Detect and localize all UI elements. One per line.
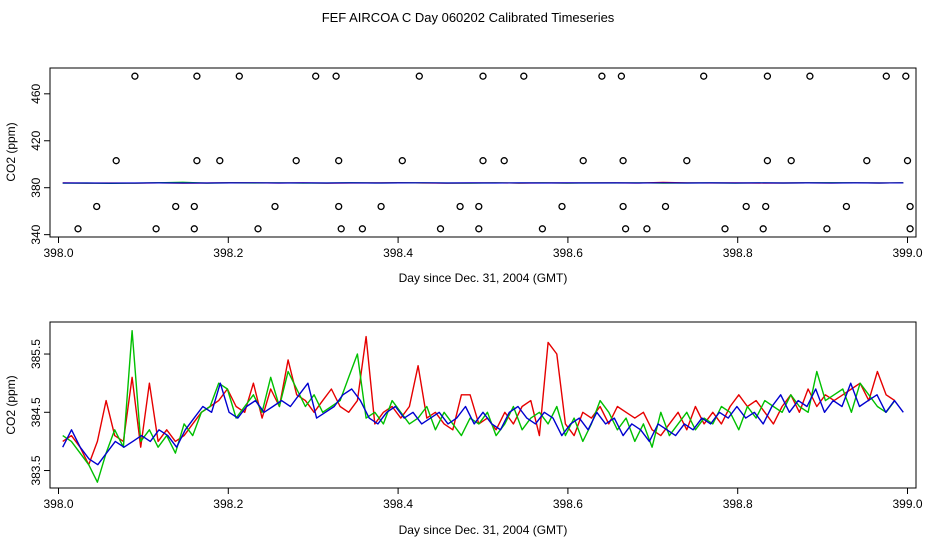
- data-point: [377, 202, 385, 211]
- bottom-x-tick-label: 398.6: [553, 497, 583, 511]
- bottom-x-tick-label: 399.0: [892, 497, 922, 511]
- top-y-tick-label: 380: [29, 177, 43, 197]
- top-y-axis-label: CO2 (ppm): [4, 122, 18, 181]
- data-point: [806, 72, 814, 80]
- data-point: [823, 225, 831, 233]
- bottom-x-tick-label: 398.8: [723, 497, 753, 511]
- data-point: [332, 72, 340, 80]
- data-point: [216, 157, 224, 165]
- data-point: [619, 157, 627, 165]
- bottom-series-group: [62, 330, 904, 483]
- data-point: [436, 225, 445, 233]
- data-point: [193, 72, 201, 80]
- top-y-tick-label: 420: [29, 130, 43, 150]
- data-point: [621, 225, 630, 233]
- data-point: [190, 225, 198, 233]
- data-point: [292, 157, 300, 165]
- top-x-tick-label: 398.2: [213, 246, 243, 260]
- bottom-x-tick-label: 398.4: [383, 497, 413, 511]
- data-point: [335, 157, 343, 165]
- bottom-panel: 398.0 398.2 398.4 398.6 398.8 399.0 383.5 384.…: [4, 321, 923, 537]
- data-point: [479, 72, 487, 80]
- bottom-plot-frame: [49, 321, 917, 489]
- data-point: [787, 157, 795, 165]
- data-point: [683, 157, 691, 165]
- top-points-group: [74, 72, 914, 233]
- chart-title: FEF AIRCOA C Day 060202 Calibrated Times…: [322, 10, 615, 25]
- data-point: [538, 225, 547, 233]
- top-x-tick-label: 398.4: [383, 246, 413, 260]
- data-point: [312, 72, 320, 80]
- top-y-axis: 340 380 420 460: [29, 83, 50, 245]
- bottom-y-axis: 383.5 384.5 385.5: [29, 339, 50, 486]
- bottom-series-line-red: [62, 335, 896, 466]
- data-point: [271, 202, 279, 211]
- data-point: [903, 157, 912, 165]
- data-point: [172, 202, 180, 211]
- top-y-tick-label: 340: [29, 224, 43, 244]
- data-point: [190, 202, 198, 211]
- data-point: [661, 202, 670, 211]
- data-point: [520, 72, 528, 80]
- top-x-tick-label: 398.0: [43, 246, 73, 260]
- data-point: [475, 202, 483, 211]
- data-point: [619, 202, 627, 211]
- data-point: [131, 72, 139, 80]
- data-point: [112, 157, 120, 165]
- data-point: [335, 202, 343, 211]
- data-point: [193, 157, 201, 165]
- top-panel: 398.0 398.2 398.4 398.6 398.8 399.0 340 380 420…: [4, 67, 923, 285]
- data-point: [902, 72, 910, 80]
- data-point: [906, 202, 914, 211]
- bottom-x-tick-label: 398.0: [43, 497, 73, 511]
- data-point: [475, 225, 483, 233]
- top-x-axis: 398.0 398.2 398.4 398.6 398.8 399.0: [43, 237, 923, 260]
- top-x-tick-label: 398.8: [723, 246, 753, 260]
- data-point: [617, 72, 626, 80]
- data-point: [863, 157, 871, 165]
- data-point: [479, 157, 487, 165]
- data-point: [398, 157, 406, 165]
- bottom-y-tick-label: 384.5: [29, 397, 43, 427]
- data-point: [558, 202, 566, 211]
- data-point: [763, 157, 772, 165]
- data-point: [742, 202, 750, 211]
- data-point: [762, 202, 770, 211]
- data-point: [643, 225, 651, 233]
- data-point: [254, 225, 262, 233]
- top-y-tick-label: 460: [29, 83, 43, 103]
- bottom-series-line-blue: [62, 382, 904, 466]
- bottom-x-axis-label: Day since Dec. 31, 2004 (GMT): [399, 523, 568, 537]
- data-point: [93, 202, 101, 211]
- data-point: [700, 72, 708, 80]
- data-point: [358, 225, 367, 233]
- bottom-x-axis: 398.0 398.2 398.4 398.6 398.8 399.0: [43, 488, 923, 511]
- data-point: [579, 157, 587, 165]
- bottom-y-tick-label: 383.5: [29, 455, 43, 485]
- bottom-y-tick-label: 385.5: [29, 339, 43, 369]
- data-point: [456, 202, 464, 211]
- top-series-group: [62, 181, 904, 184]
- data-point: [337, 225, 345, 233]
- bottom-y-axis-label: CO2 (ppm): [4, 375, 18, 434]
- data-point: [882, 72, 890, 80]
- data-point: [500, 157, 508, 165]
- data-point: [721, 225, 729, 233]
- data-point: [842, 202, 851, 211]
- data-point: [235, 72, 243, 80]
- data-point: [906, 225, 914, 233]
- top-x-tick-label: 399.0: [892, 246, 922, 260]
- data-point: [759, 225, 767, 233]
- top-plot-frame: [49, 67, 917, 238]
- top-x-axis-label: Day since Dec. 31, 2004 (GMT): [399, 271, 568, 285]
- data-point: [598, 72, 606, 80]
- data-point: [763, 72, 772, 80]
- data-point: [152, 225, 160, 233]
- top-x-tick-label: 398.6: [553, 246, 583, 260]
- data-point: [415, 72, 423, 80]
- bottom-series-line-green: [62, 330, 896, 483]
- bottom-x-tick-label: 398.2: [213, 497, 243, 511]
- data-point: [74, 225, 82, 233]
